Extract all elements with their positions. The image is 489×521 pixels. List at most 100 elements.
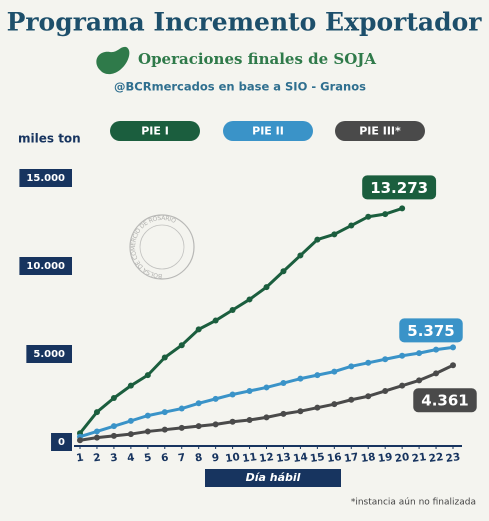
point	[246, 387, 253, 394]
watermark-text: BOLSA DE COMERCIO DE ROSARIO	[129, 214, 177, 279]
y-tick-box	[26, 345, 72, 363]
x-tick-label: 14	[292, 451, 308, 465]
watermark: BOLSA DE COMERCIO DE ROSARIO	[129, 214, 195, 280]
y-axis-label: miles ton	[18, 132, 81, 146]
point	[433, 370, 440, 377]
value-label: 5.375	[407, 322, 454, 340]
point	[365, 213, 372, 220]
chart-title: Programa Incremento Exportador	[7, 8, 483, 37]
value-label: 13.273	[370, 179, 428, 197]
point	[144, 372, 151, 379]
point	[161, 354, 168, 361]
y-tick-label: 0	[58, 437, 65, 448]
point	[178, 424, 185, 431]
point	[382, 211, 389, 218]
point	[297, 408, 304, 415]
point	[297, 252, 304, 259]
point	[450, 344, 456, 351]
x-axis-label: Día hábil	[246, 471, 301, 484]
point	[365, 393, 372, 400]
legend-swatch	[110, 121, 200, 141]
y-tick-box	[51, 433, 72, 451]
point	[348, 222, 355, 229]
x-tick-label: 5	[143, 452, 152, 465]
point	[433, 346, 440, 353]
point	[110, 423, 117, 430]
point	[161, 426, 168, 433]
x-tick-label: 7	[177, 452, 186, 465]
point	[93, 434, 100, 441]
x-tick-label: 1	[76, 452, 85, 465]
x-tick-label: 8	[194, 452, 203, 465]
point	[127, 382, 134, 389]
x-tick-label: 17	[343, 451, 359, 465]
y-tick-box	[19, 257, 72, 275]
point	[314, 404, 321, 411]
source: @BCRmercados en base a SIO - Granos	[114, 80, 366, 94]
point	[263, 284, 270, 291]
point	[263, 414, 270, 421]
point	[382, 356, 389, 363]
point	[280, 410, 287, 417]
point	[229, 418, 236, 425]
point	[399, 352, 406, 359]
point	[297, 375, 304, 382]
x-tick-label: 19	[377, 451, 393, 465]
point	[246, 417, 253, 423]
point	[416, 350, 423, 357]
point	[450, 362, 456, 369]
point	[314, 372, 321, 379]
legend-swatch	[223, 121, 313, 141]
point	[365, 359, 372, 366]
point	[77, 437, 83, 444]
point	[246, 296, 253, 303]
point	[161, 409, 168, 416]
y-tick-label: 15.000	[26, 173, 65, 184]
series-line	[79, 345, 454, 439]
point	[195, 326, 202, 333]
legend-swatch	[335, 121, 425, 141]
point	[331, 368, 338, 375]
point	[93, 409, 100, 416]
point	[399, 205, 406, 212]
soy-icon	[96, 46, 130, 75]
legend-label: PIE I	[141, 125, 169, 138]
value-label: 4.361	[421, 392, 468, 410]
x-tick-label: 22	[428, 451, 444, 465]
x-tick-label: 2	[92, 452, 101, 465]
point	[178, 405, 185, 412]
x-tick-label: 15	[309, 451, 325, 465]
series-line	[78, 206, 403, 435]
y-tick-box	[19, 169, 72, 187]
point	[382, 387, 389, 394]
point	[144, 428, 151, 435]
value-label-box	[399, 318, 463, 343]
x-tick-label: 6	[160, 452, 169, 465]
point	[212, 395, 219, 402]
x-tick-label: 11	[241, 451, 257, 465]
point	[195, 400, 202, 407]
x-tick-label: 13	[275, 451, 291, 465]
point	[280, 380, 287, 387]
x-label-box	[205, 469, 341, 487]
svg-text:BOLSA DE COMERCIO DE ROSARIO: BOLSA DE COMERCIO DE ROSARIO	[129, 214, 177, 279]
point	[416, 377, 423, 384]
chart-subtitle: Operaciones finales de SOJA	[138, 50, 376, 68]
point	[314, 236, 321, 243]
x-tick-label: 18	[360, 451, 376, 465]
x-tick-label: 9	[211, 452, 220, 465]
x-tick-label: 3	[109, 452, 118, 465]
legend-label: PIE III*	[359, 125, 401, 138]
point	[399, 382, 406, 389]
point	[110, 432, 117, 439]
point	[280, 268, 287, 275]
point	[331, 231, 338, 238]
point	[127, 431, 134, 438]
x-tick-label: 23	[445, 451, 461, 465]
x-tick-label: 20	[394, 451, 410, 465]
point	[212, 421, 219, 428]
point	[229, 391, 236, 398]
y-tick-label: 10.000	[26, 261, 65, 272]
